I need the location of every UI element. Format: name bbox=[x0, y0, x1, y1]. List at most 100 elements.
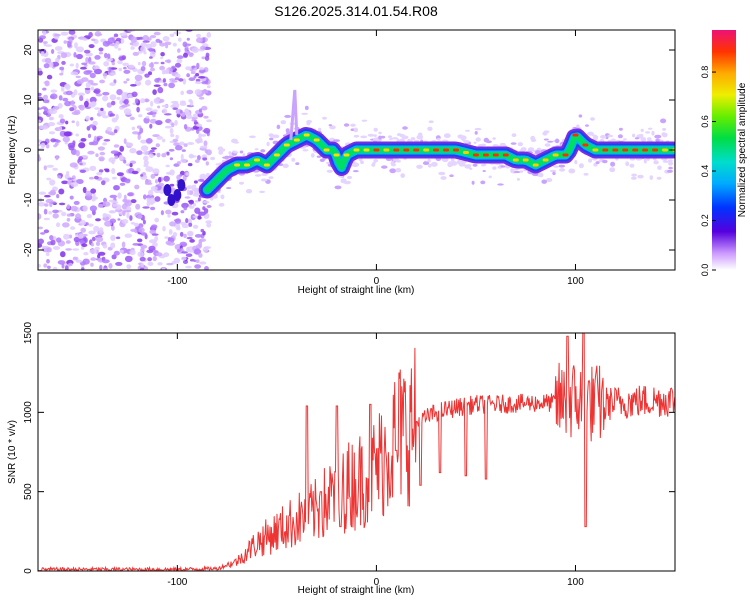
y-tick-label: 1500 bbox=[23, 321, 34, 344]
noise-blob bbox=[43, 229, 50, 234]
noise-blob bbox=[155, 252, 163, 257]
ridge-core bbox=[333, 153, 340, 157]
noise-blob bbox=[607, 134, 614, 138]
noise-blob bbox=[109, 82, 116, 87]
noise-blob bbox=[632, 133, 636, 138]
ridge-core bbox=[443, 148, 450, 152]
noise-blob bbox=[131, 126, 136, 131]
noise-blob bbox=[172, 232, 178, 237]
noise-blob bbox=[202, 200, 210, 204]
noise-blob bbox=[474, 127, 482, 131]
noise-blob bbox=[165, 209, 172, 215]
noise-blob bbox=[326, 169, 333, 173]
noise-blob bbox=[74, 42, 78, 49]
noise-blob bbox=[113, 33, 119, 38]
noise-blob bbox=[52, 209, 59, 214]
noise-blob bbox=[67, 177, 74, 180]
noise-blob bbox=[138, 36, 144, 40]
noise-blob bbox=[75, 133, 79, 137]
noise-blob bbox=[157, 176, 162, 183]
noise-blob bbox=[60, 31, 69, 36]
noise-blob bbox=[140, 46, 146, 53]
noise-blob bbox=[91, 236, 96, 242]
noise-blob bbox=[459, 161, 467, 164]
noise-blob bbox=[89, 124, 95, 128]
noise-blob bbox=[245, 189, 253, 194]
noise-blob bbox=[143, 117, 150, 124]
noise-blob bbox=[169, 33, 175, 37]
noise-blob bbox=[43, 63, 50, 69]
ridge-core bbox=[263, 163, 270, 167]
noise-blob bbox=[196, 33, 201, 38]
noise-blob bbox=[373, 127, 378, 132]
noise-blob bbox=[304, 105, 309, 111]
noise-blob bbox=[121, 92, 129, 99]
noise-blob bbox=[55, 139, 61, 143]
x-tick-label: -100 bbox=[167, 577, 187, 588]
noise-blob bbox=[102, 142, 108, 146]
noise-blob bbox=[123, 159, 127, 164]
noise-blob bbox=[373, 159, 379, 163]
noise-blob bbox=[106, 126, 112, 132]
noise-blob bbox=[155, 179, 158, 184]
noise-blob bbox=[587, 131, 594, 136]
noise-blob bbox=[157, 86, 164, 94]
noise-blob bbox=[112, 203, 119, 207]
noise-blob bbox=[180, 210, 185, 214]
noise-blob bbox=[660, 118, 667, 124]
noise-blob bbox=[94, 175, 99, 180]
noise-blob bbox=[152, 168, 160, 175]
noise-blob bbox=[87, 150, 95, 155]
noise-blob bbox=[618, 127, 623, 131]
noise-blob bbox=[174, 119, 178, 126]
noise-blob bbox=[170, 133, 175, 138]
noise-blob bbox=[329, 125, 336, 130]
noise-blob bbox=[140, 98, 146, 104]
noise-blob bbox=[99, 227, 104, 234]
noise-blob bbox=[95, 93, 103, 97]
noise-blob bbox=[175, 134, 179, 140]
noise-blob bbox=[165, 240, 172, 245]
noise-blob bbox=[109, 194, 118, 199]
noise-blob bbox=[79, 219, 86, 226]
noise-blob bbox=[517, 142, 523, 147]
noise-blob bbox=[70, 182, 79, 187]
noise-blob bbox=[102, 267, 109, 270]
noise-blob bbox=[98, 251, 106, 256]
noise-blob bbox=[88, 230, 96, 235]
noise-blob bbox=[129, 116, 135, 121]
noise-blob bbox=[668, 166, 673, 170]
noise-blob bbox=[62, 222, 70, 228]
ridge-core bbox=[562, 153, 569, 157]
noise-blob bbox=[311, 153, 315, 158]
noise-blob bbox=[353, 134, 360, 138]
noise-blob bbox=[138, 227, 145, 233]
noise-blob bbox=[610, 161, 616, 167]
noise-blob bbox=[97, 203, 104, 208]
colorbar: 0.0 0.2 0.4 0.6 0.8 Normalized spectral ampl… bbox=[700, 30, 748, 276]
noise-blob bbox=[117, 218, 121, 221]
noise-blob bbox=[81, 243, 88, 248]
noise-blob bbox=[179, 141, 185, 146]
noise-blob bbox=[148, 189, 154, 196]
noise-blob bbox=[103, 197, 107, 203]
noise-blob bbox=[41, 245, 49, 249]
noise-blob bbox=[43, 217, 50, 221]
noise-blob bbox=[153, 84, 161, 87]
noise-blob bbox=[142, 150, 149, 155]
noise-blob bbox=[198, 211, 206, 216]
noise-blob bbox=[129, 215, 133, 221]
noise-blob bbox=[169, 169, 175, 176]
y-tick-label: 20 bbox=[23, 44, 34, 56]
noise-blob bbox=[163, 175, 170, 182]
noise-blob bbox=[69, 195, 74, 200]
noise-blob bbox=[184, 196, 191, 199]
noise-blob bbox=[109, 94, 117, 101]
noise-blob bbox=[482, 170, 486, 172]
noise-blob bbox=[233, 141, 239, 144]
noise-blob bbox=[89, 72, 96, 79]
noise-blob bbox=[197, 178, 204, 182]
noise-blob bbox=[38, 119, 42, 123]
noise-blob bbox=[543, 138, 549, 141]
noise-blob bbox=[96, 172, 103, 176]
